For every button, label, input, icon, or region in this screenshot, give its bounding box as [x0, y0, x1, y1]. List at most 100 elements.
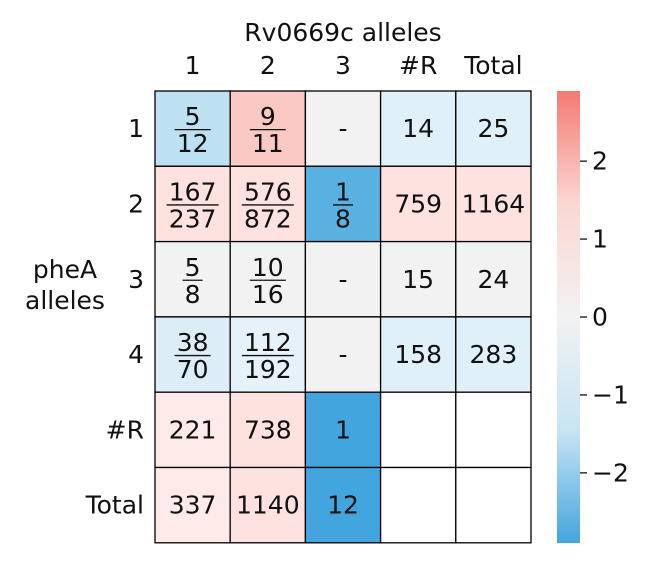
cell-value: 1140 — [236, 491, 300, 520]
cell-numerator: 112 — [244, 328, 292, 357]
colorbar-tick-label: 2 — [592, 147, 608, 176]
heatmap-cell: 25 — [455, 90, 532, 167]
column-label: 1 — [185, 51, 201, 80]
cell-numerator: 38 — [177, 328, 209, 357]
heatmap-cell: - — [304, 316, 382, 393]
cell-background — [229, 466, 307, 544]
row-labels: 1 2 3 4 #R Total — [85, 114, 144, 520]
cell-numerator: 5 — [185, 102, 201, 131]
cell-background — [304, 466, 382, 544]
cell-denominator: 8 — [335, 204, 351, 233]
heatmap-cell: 1140 — [229, 466, 307, 544]
heatmap-cell: 15 — [379, 240, 457, 318]
cell-background — [455, 165, 532, 243]
heatmap-cell: 221 — [154, 391, 231, 469]
row-label: 3 — [128, 265, 144, 294]
cell-background — [455, 240, 532, 318]
cell-value: 12 — [327, 491, 359, 520]
heatmap-cell: 738 — [229, 391, 307, 469]
cell-background — [154, 391, 231, 469]
cell-background — [379, 165, 457, 243]
cell-denominator: 192 — [244, 355, 292, 384]
colorbar: 2 1 0 −1 −2 — [557, 91, 629, 543]
cell-value: 337 — [169, 491, 217, 520]
cell-background — [304, 316, 382, 393]
cell-numerator: 1 — [335, 177, 351, 206]
row-label: 1 — [128, 114, 144, 143]
cell-numerator: 10 — [252, 253, 284, 282]
row-label: 4 — [128, 340, 144, 369]
cell-background — [229, 240, 307, 318]
cell-background — [304, 240, 382, 318]
heatmap-cell: 1164 — [455, 165, 532, 243]
cell-value: 221 — [169, 415, 217, 444]
cell-background — [154, 90, 231, 167]
heatmap-cell: 283 — [455, 316, 532, 393]
heatmap-cell — [379, 466, 457, 544]
cell-denominator: 70 — [177, 355, 209, 384]
heatmap-cell — [455, 466, 532, 544]
cell-value: 1164 — [462, 189, 526, 218]
cell-background — [379, 316, 457, 393]
cell-background — [229, 90, 307, 167]
heatmap-cell: 759 — [379, 165, 457, 243]
cell-value: 759 — [394, 189, 442, 218]
cell-background — [455, 316, 532, 393]
heatmap-cell: 24 — [455, 240, 532, 318]
colorbar-tick-label: 0 — [592, 303, 608, 332]
colorbar-tick-label: −2 — [592, 458, 629, 487]
cell-value: - — [338, 114, 347, 143]
cell-numerator: 9 — [260, 102, 276, 131]
cell-background — [379, 391, 457, 469]
heatmap-cell: 1 — [304, 391, 382, 469]
cell-background — [229, 391, 307, 469]
row-label: #R — [106, 415, 144, 444]
cell-background — [455, 466, 532, 544]
cell-background — [304, 90, 382, 167]
cell-denominator: 8 — [185, 280, 201, 309]
cell-denominator: 12 — [177, 129, 209, 158]
column-label: 2 — [260, 51, 276, 80]
heatmap-cell: 18 — [304, 165, 382, 243]
cell-background — [154, 165, 231, 243]
cell-value: 1 — [335, 415, 351, 444]
column-labels: 1 2 3 #R Total — [185, 51, 523, 80]
cell-background — [455, 391, 532, 469]
cell-denominator: 16 — [252, 280, 284, 309]
cell-background — [304, 391, 382, 469]
cell-denominator: 237 — [169, 204, 217, 233]
heatmap-cell: 512 — [154, 90, 231, 167]
cell-value: 738 — [244, 415, 292, 444]
y-axis-label-line-1: pheA — [33, 255, 97, 284]
column-label: Total — [463, 51, 522, 80]
cell-value: 14 — [402, 114, 434, 143]
cell-value: 283 — [470, 340, 518, 369]
cell-value: 25 — [477, 114, 509, 143]
cell-background — [379, 90, 457, 167]
heatmap-cell: 158 — [379, 316, 457, 393]
column-label: #R — [399, 51, 437, 80]
cell-background — [154, 240, 231, 318]
cell-numerator: 576 — [244, 177, 292, 206]
heatmap-cell: 58 — [154, 240, 231, 318]
colorbar-gradient — [557, 91, 580, 543]
cell-numerator: 167 — [169, 177, 217, 206]
cell-numerator: 5 — [185, 253, 201, 282]
heatmap-cell: - — [304, 90, 382, 167]
row-label: Total — [85, 491, 144, 520]
cell-value: - — [338, 265, 347, 294]
y-axis-label-line-2: alleles — [25, 286, 105, 315]
chart-title: Rv0669c alleles — [244, 18, 441, 47]
row-label: 2 — [128, 189, 144, 218]
heatmap-cell — [379, 391, 457, 469]
heatmap-cell: 12 — [304, 466, 382, 544]
cell-background — [455, 90, 532, 167]
cell-value: 24 — [477, 265, 509, 294]
